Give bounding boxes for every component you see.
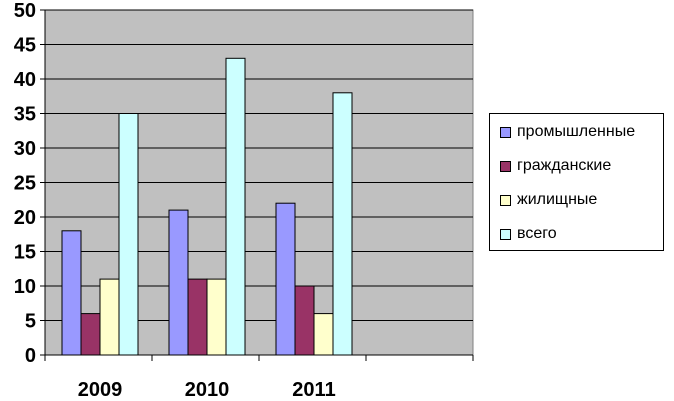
x-category-label: 2011 <box>292 379 335 401</box>
x-category-label: 2010 <box>185 379 230 401</box>
x-axis-categories: 2009 2010 2011 <box>44 355 474 401</box>
bar <box>187 278 208 356</box>
y-tick-label: 35 <box>14 104 36 126</box>
y-tick-label: 45 <box>14 35 36 57</box>
x-category-label: 2009 <box>78 379 123 401</box>
legend-swatch <box>500 194 511 206</box>
bar <box>332 92 353 356</box>
bar <box>225 57 246 356</box>
legend-swatch <box>500 126 511 138</box>
bar <box>313 313 334 356</box>
bar <box>61 230 82 356</box>
bar <box>275 202 296 356</box>
bars <box>61 57 353 356</box>
legend-label: жилищные <box>517 191 598 208</box>
legend-item: жилищные <box>500 190 597 210</box>
bar <box>294 285 315 356</box>
y-tick-label: 20 <box>14 207 36 229</box>
legend: промышленные гражданские жилищные всего <box>489 113 664 251</box>
y-tick-label: 40 <box>14 69 36 91</box>
y-tick-label: 25 <box>14 173 36 195</box>
y-tick-label: 15 <box>14 242 36 264</box>
y-tick-label: 0 <box>25 345 36 367</box>
bar <box>80 313 101 356</box>
legend-swatch <box>500 228 511 240</box>
y-tick-label: 5 <box>25 311 36 333</box>
y-tick-label: 50 <box>14 0 36 22</box>
legend-label: гражданские <box>517 157 612 174</box>
bar <box>206 278 227 356</box>
y-axis-ticks: 0 5 10 15 20 25 30 35 40 45 50 <box>14 0 45 367</box>
legend-item: гражданские <box>500 156 611 176</box>
bar <box>118 113 139 356</box>
legend-item: промышленные <box>500 122 635 142</box>
y-tick-label: 30 <box>14 138 36 160</box>
legend-swatch <box>500 160 511 172</box>
bar <box>168 209 189 356</box>
legend-label: всего <box>517 225 557 242</box>
legend-label: промышленные <box>517 123 636 140</box>
legend-item: всего <box>500 224 557 244</box>
bar <box>99 278 120 356</box>
y-tick-label: 10 <box>14 276 36 298</box>
